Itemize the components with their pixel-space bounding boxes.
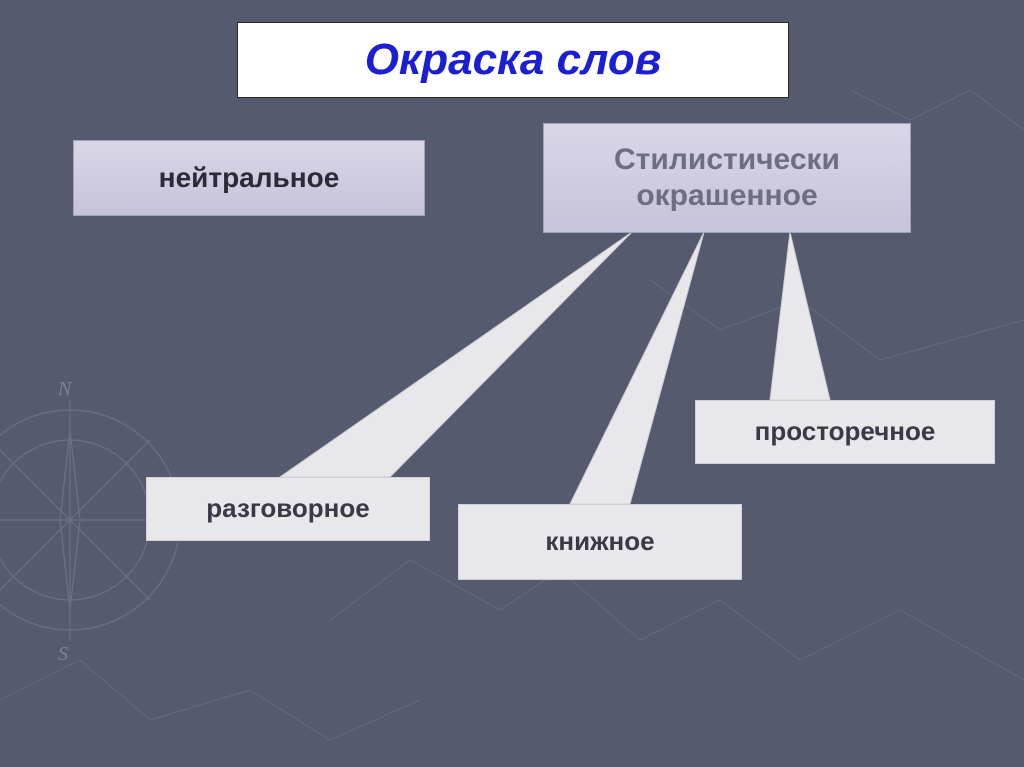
node-colloquial-label: разговорное [198,493,377,524]
node-bookish-label: книжное [537,526,662,557]
node-stylistic-label: Стилистически окрашенное [544,142,910,214]
node-vernacular: просторечное [695,400,995,464]
callout-tails [0,0,1024,767]
node-vernacular-label: просторечное [747,416,944,447]
node-colloquial: разговорное [146,477,430,541]
node-bookish: книжное [458,504,742,580]
slide-root: N S Окраска слов нейтральное Стилистичес… [0,0,1024,767]
node-neutral: нейтральное [73,140,425,216]
node-stylistic: Стилистически окрашенное [543,123,911,233]
node-neutral-label: нейтральное [151,161,348,195]
